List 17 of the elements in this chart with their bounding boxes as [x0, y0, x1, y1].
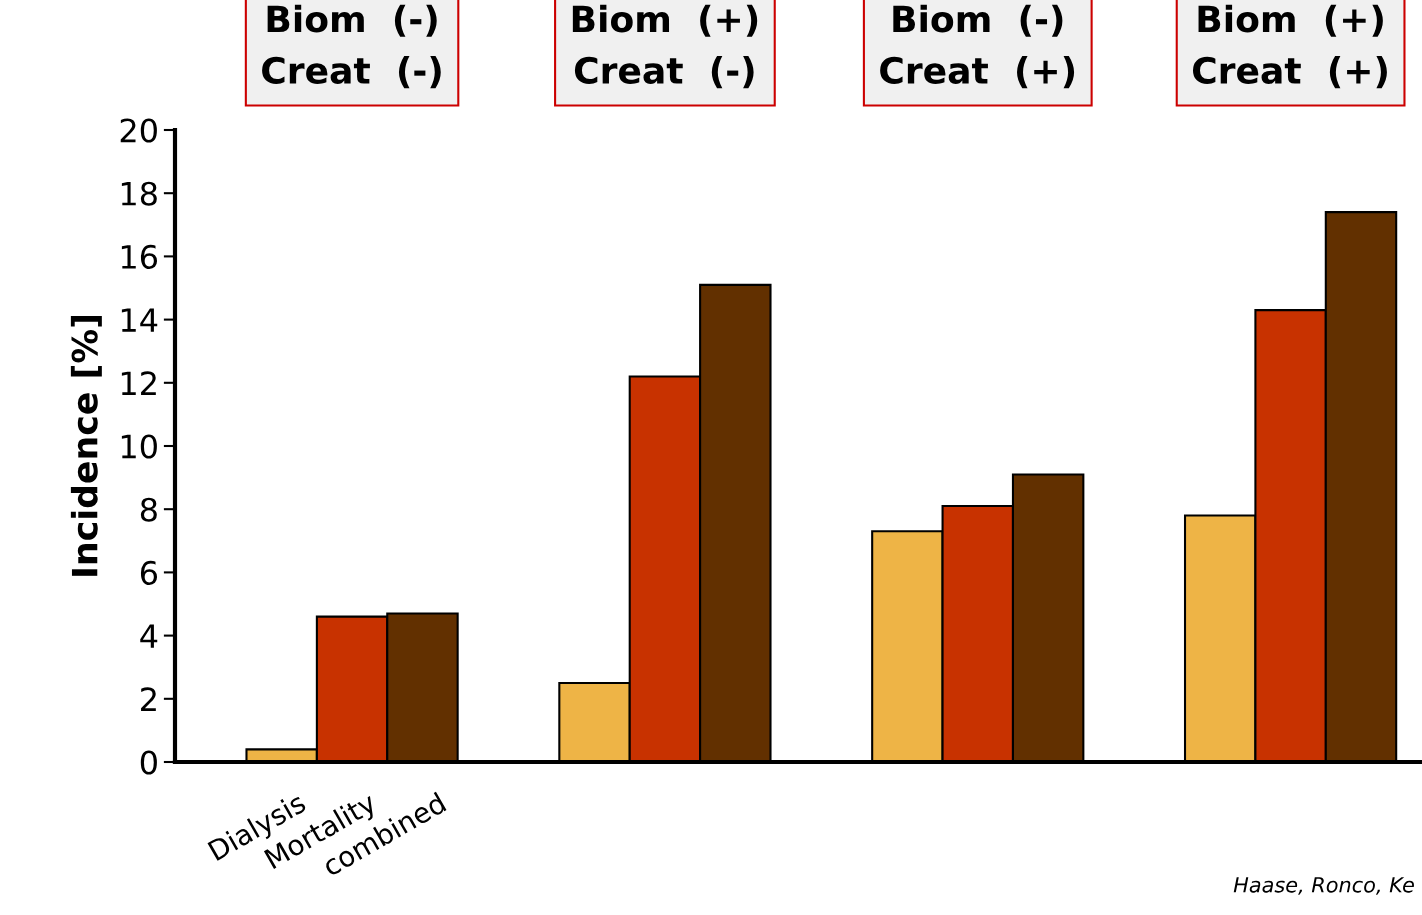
y-tick-label: 6 [140, 560, 158, 585]
y-tick-label: 8 [140, 497, 157, 522]
x-tick-label: Biom (+) Creat (-) [572, 4, 758, 89]
y-axis-title: Incidence [%] [70, 315, 102, 576]
y-tick-label: 4 [140, 624, 158, 648]
text: Haase, Ronco, Ke [1233, 877, 1414, 895]
y-tick-label: 18 [121, 181, 157, 206]
x-tick-label: Biom (-) Creat (-) [262, 4, 441, 89]
x-tick-label: Biom (+) Creat (+) [1192, 4, 1387, 89]
y-tick-label: 12 [121, 371, 156, 395]
y-tick-label: 16 [121, 244, 158, 269]
y-tick-label: 0 [140, 750, 157, 775]
y-tick-label: 14 [121, 308, 158, 332]
y-tick-label: 10 [121, 434, 157, 459]
x-tick-label: Biom (-) Creat (+) [880, 4, 1075, 89]
y-tick-label: 20 [120, 118, 157, 143]
y-tick-label: 2 [141, 687, 156, 711]
